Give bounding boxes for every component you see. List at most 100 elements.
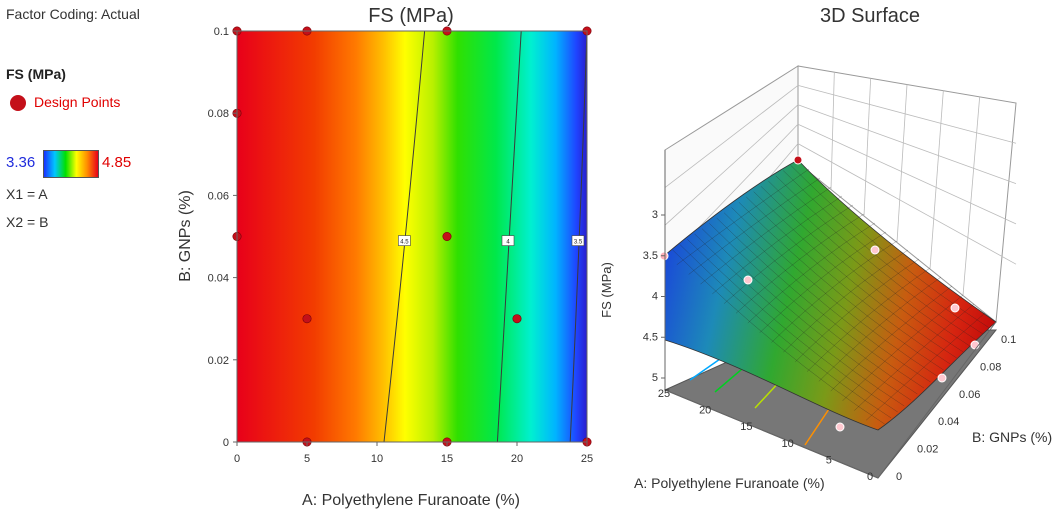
a-axis-line (664, 389, 879, 479)
contour-label: 3.5 (574, 240, 583, 246)
mesh-line (672, 249, 885, 425)
contour-frame (236, 30, 588, 443)
y-tick-label: 0.04 (208, 273, 229, 285)
mesh-line (735, 213, 865, 314)
y-axis-ticks: 0 0.02 0.04 0.06 0.08 0.1 (208, 26, 237, 449)
b-axis-ticks: 0 0.02 0.04 0.06 0.08 0.1 (896, 334, 1016, 483)
surface-mesh (672, 165, 990, 425)
mesh-line (724, 204, 854, 304)
wall-grid (664, 72, 1017, 301)
mesh-line (842, 294, 964, 401)
x2-label: X2 = B (6, 214, 49, 230)
design-point (302, 314, 312, 324)
b-tick-label: 0.08 (980, 361, 1001, 373)
a-tick-label: 15 (740, 421, 752, 433)
z-tick-label: 4.5 (643, 331, 658, 343)
mesh-line (866, 312, 986, 421)
mesh-line (688, 177, 821, 275)
surface-ylabel: B: GNPs (%) (972, 429, 1052, 445)
contour-label-box (398, 235, 411, 246)
wall-gridline (896, 84, 908, 243)
mesh-line (795, 258, 920, 363)
mesh-line (676, 168, 810, 265)
mesh-line (694, 233, 905, 407)
z-tick-label: 3.5 (643, 250, 658, 262)
mesh-line (806, 267, 931, 372)
wall-gridline (797, 104, 1017, 184)
x-tick-label: 10 (371, 453, 383, 465)
contour-label: 4 (506, 240, 510, 246)
contour-label: 4.5 (400, 240, 409, 246)
design-points-label: Design Points (34, 94, 121, 110)
surface-zlabel: FS (MPa) (599, 262, 614, 318)
x-tick-label: 5 (304, 453, 310, 465)
a-tick-label: 25 (658, 388, 670, 400)
mesh-line (700, 186, 832, 285)
b-tick-label: 0.04 (938, 416, 959, 428)
x-axis-ticks: 0 5 10 15 20 25 (234, 442, 593, 465)
mesh-line (687, 239, 898, 413)
surface-point (835, 422, 845, 432)
z-tick-label: 4 (652, 291, 658, 303)
design-point-icon (10, 95, 26, 111)
b-tick-label: 0.06 (959, 389, 980, 401)
design-point (512, 314, 522, 324)
surface-point (870, 245, 880, 255)
contour-label-box (501, 235, 515, 246)
wall-gridline (797, 85, 1017, 144)
y-tick-label: 0.02 (208, 355, 229, 367)
contour-ylabel: B: GNPs (%) (177, 190, 194, 282)
mesh-line (679, 244, 892, 419)
z-tick-label: 5 (652, 372, 658, 384)
mesh-line (790, 165, 990, 329)
a-tick-label: 20 (699, 405, 711, 417)
surface-point (950, 303, 960, 313)
surface-title: 3D Surface (820, 5, 920, 27)
mesh-line (830, 285, 953, 392)
wall-gridline (797, 143, 1017, 265)
z-axis-ticks: 3 3.5 4 4.5 5 (643, 209, 665, 384)
y-tick-label: 0.08 (208, 108, 229, 120)
b-axis-line (877, 321, 997, 479)
design-point (442, 232, 452, 242)
x1-label: X1 = A (6, 186, 48, 202)
surface-point (937, 373, 947, 383)
wall-gridline (664, 85, 799, 188)
a-axis-ticks: 25 20 15 10 5 0 (658, 388, 873, 483)
mesh-line (701, 228, 911, 401)
mesh-line (712, 195, 843, 295)
mesh-line (854, 303, 975, 411)
b-tick-label: 0.02 (917, 444, 938, 456)
mesh-line (775, 175, 977, 341)
wall-gridline (797, 123, 1017, 225)
mesh-line (771, 240, 898, 343)
y-tick-label: 0.1 (214, 26, 229, 38)
a-tick-label: 5 (826, 454, 832, 466)
a-tick-label: 10 (781, 438, 793, 450)
contour-title: FS (MPa) (368, 5, 454, 27)
color-scale-bar (43, 150, 99, 178)
surface-xlabel: A: Polyethylene Furanoate (%) (634, 475, 825, 491)
contour-label-box (571, 235, 585, 246)
z-tick-label: 3 (652, 209, 658, 221)
x-tick-label: 20 (511, 453, 523, 465)
y-tick-label: 0.06 (208, 190, 229, 202)
contour-fill (237, 31, 587, 442)
mesh-line (783, 249, 909, 353)
surface-point (970, 340, 980, 350)
mesh-line (818, 276, 942, 382)
wall-gridline (830, 72, 835, 190)
y-tick-label: 0 (223, 437, 229, 449)
b-tick-label: 0.1 (1001, 334, 1016, 346)
x-tick-label: 25 (581, 453, 593, 465)
x-tick-label: 15 (441, 453, 453, 465)
wall-gridline (664, 104, 799, 226)
a-tick-label: 0 (867, 471, 873, 483)
wall-gridline (863, 78, 872, 217)
mesh-line (783, 170, 984, 335)
mesh-line (759, 231, 887, 333)
surface-point (743, 275, 753, 285)
scale-max-label: 4.85 (102, 154, 132, 171)
